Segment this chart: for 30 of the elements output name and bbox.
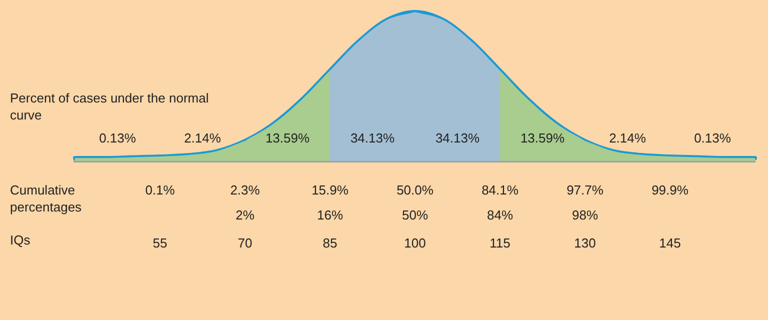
- x-tick-label: 70: [238, 235, 252, 250]
- x-tick-label: 100: [404, 235, 426, 250]
- series-label: 34.13%: [350, 130, 395, 146]
- text: 50%: [402, 208, 428, 223]
- text: 16%: [316, 208, 344, 223]
- series-label: 0.13%: [99, 130, 136, 146]
- text: 97.7%: [566, 182, 604, 198]
- text: 50.0%: [396, 182, 434, 198]
- x-tick-label: 85: [322, 235, 338, 250]
- text: 2%: [236, 208, 255, 223]
- text: 84%: [486, 208, 514, 223]
- series-label: 2.14%: [184, 130, 222, 146]
- x-tick-label: 130: [574, 235, 596, 250]
- series-label: 34.13%: [435, 130, 480, 146]
- text: 98%: [572, 208, 598, 223]
- series-label: 13.59%: [265, 130, 310, 146]
- series-label: 2.14%: [609, 130, 646, 146]
- series-label: 0.13%: [694, 130, 732, 146]
- x-tick-label: 145: [659, 235, 681, 250]
- text: 99.9%: [652, 182, 689, 198]
- text: 84.1%: [482, 182, 519, 198]
- text: 15.9%: [312, 182, 349, 198]
- x-tick-label: 115: [490, 235, 510, 250]
- y-axis-title: Percent of cases under the normal curve: [10, 90, 209, 123]
- text: 0.1%: [145, 182, 176, 198]
- text: 2.3%: [230, 182, 260, 198]
- series-label: 13.59%: [520, 130, 565, 146]
- x-axis-title: IQs: [10, 232, 31, 248]
- x-tick-label: 55: [152, 235, 168, 250]
- text: Cumulative percentages: [10, 182, 82, 215]
